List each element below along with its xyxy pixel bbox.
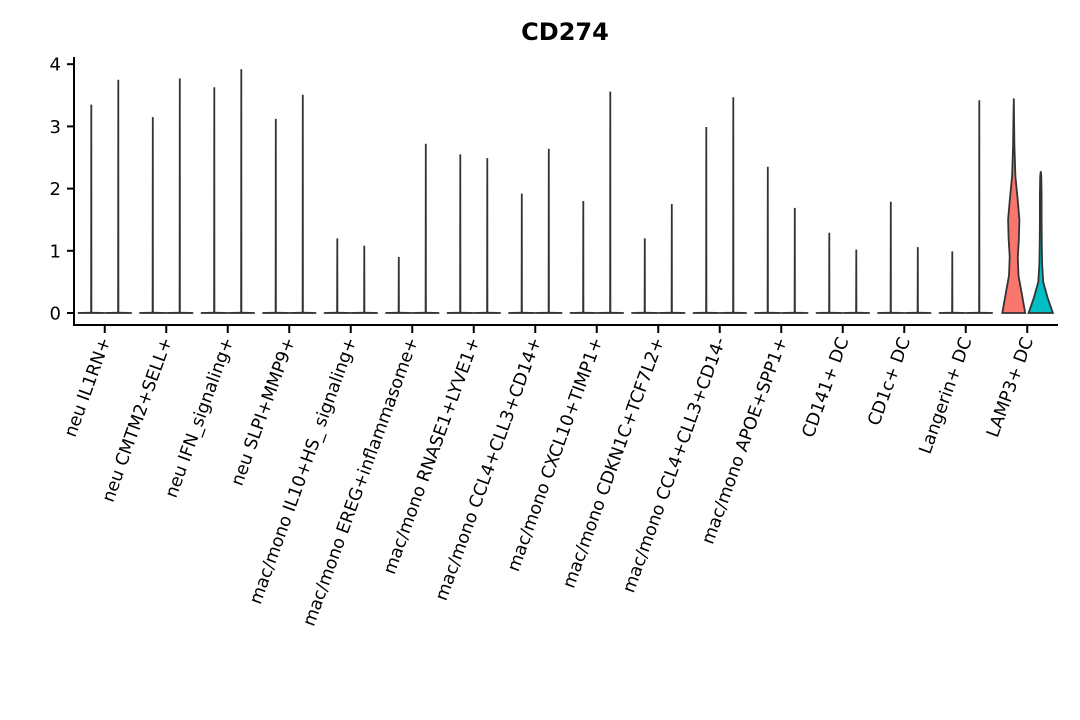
violin-mark [658,204,686,314]
y-tick-label: 3 [50,117,61,138]
x-axis-ticks: neu IL1RN+neu CMTM2+SELL+neu IFN_signali… [61,326,1038,629]
violin-mark [965,100,993,314]
x-tick-label: Langerin+ DC [916,335,977,457]
violins [77,69,1055,314]
violin-mark [877,201,905,314]
violin-mark [473,158,501,314]
violin-mark [569,200,597,314]
violin-mark [200,87,228,314]
y-tick-label: 0 [50,304,61,325]
y-tick-label: 4 [50,55,61,76]
chart-title: CD274 [521,18,609,46]
x-tick-label: CD1c+ DC [865,335,915,429]
violin-mark [227,69,255,314]
violin-mark [350,245,378,314]
x-tick-label: neu SLPI+MMP9+ [228,335,300,489]
y-tick-label: 1 [50,241,61,262]
violin-mark [262,118,290,314]
violin-mark [631,238,659,314]
violin-mark [842,249,870,314]
violin-mark [1001,98,1027,314]
violin-mark [104,79,132,314]
violin-mark [781,207,809,314]
violin-mark [446,154,474,314]
x-tick-label: mac/mono EREG+inflammasome+ [300,335,423,629]
violin-mark [535,148,563,314]
x-tick-label: mac/mono CCL4+CLL3+CD14+ [432,335,546,604]
x-tick-label: neu IL1RN+ [61,335,116,440]
violin-mark [289,94,317,314]
violin-mark [508,193,536,314]
violin-mark [385,256,413,314]
x-tick-label: neu CMTM2+SELL+ [99,335,177,505]
violin-mark [1027,171,1055,314]
violin-mark [596,91,624,314]
x-tick-label: CD141+ DC [799,335,854,441]
violin-mark [323,238,351,314]
violin-mark [938,251,966,314]
violin-mark [815,232,843,314]
y-axis-ticks: 0 1 2 3 4 [50,55,74,325]
x-tick-label: LAMP3+ DC [983,335,1038,440]
x-tick-label: mac/mono IL10+HS_ signaling+ [246,335,361,607]
x-tick-label: neu IFN_signaling+ [162,335,239,501]
violin-mark [412,143,440,314]
violin-mark [904,247,932,314]
violin-mark [719,97,747,314]
violin-mark [139,117,167,314]
y-tick-label: 2 [50,179,61,200]
violin-mark [166,78,194,314]
violin-mark [77,104,105,314]
violin-mark [754,166,782,314]
violin-mark [692,126,720,314]
